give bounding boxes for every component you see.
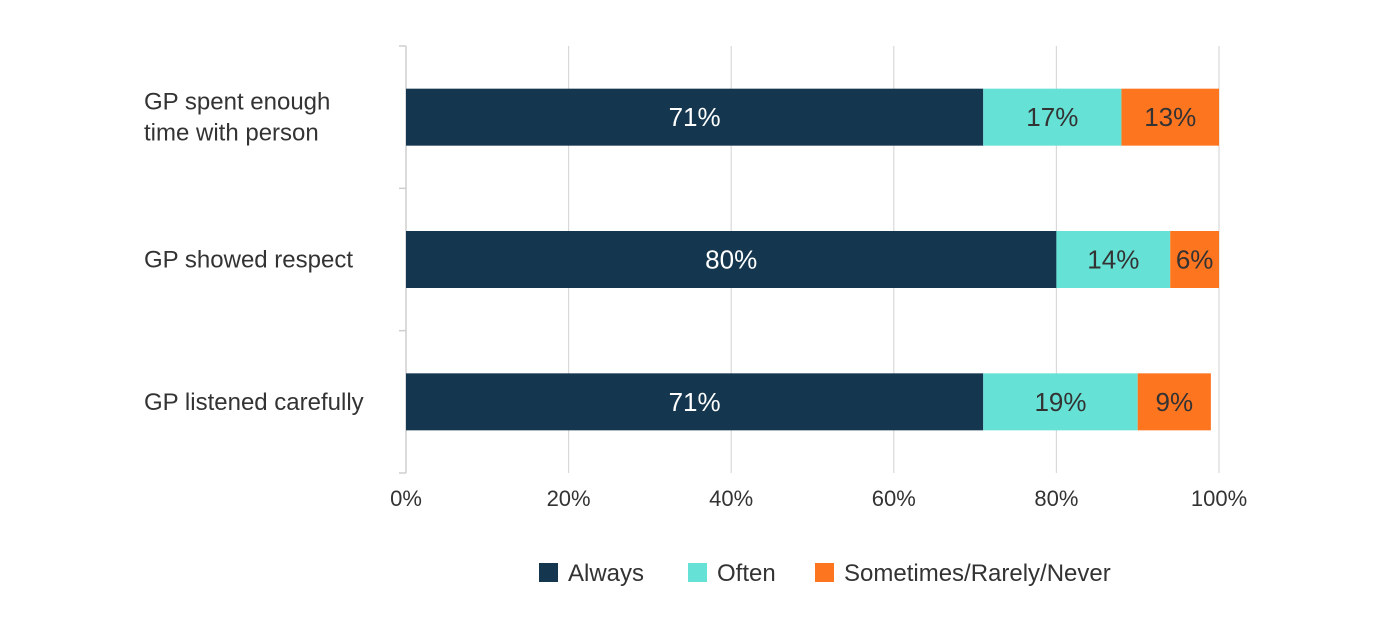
legend: Always Often Sometimes/Rarely/Never bbox=[539, 560, 1111, 587]
x-tick-label: 40% bbox=[709, 486, 753, 511]
x-tick-label: 80% bbox=[1034, 486, 1078, 511]
bar-segment bbox=[1170, 231, 1219, 288]
x-tick-label: 60% bbox=[872, 486, 916, 511]
legend-label: Often bbox=[717, 560, 776, 587]
legend-label: Always bbox=[568, 560, 644, 587]
data-label: 19% bbox=[1034, 387, 1086, 417]
data-label: 17% bbox=[1026, 102, 1078, 132]
legend-swatch bbox=[539, 563, 558, 582]
category-labels: GP spent enough time with person GP showed… bbox=[144, 89, 364, 416]
category-label: GP showed respect bbox=[144, 247, 353, 274]
legend-swatch bbox=[688, 563, 707, 582]
bar-segment bbox=[406, 231, 1057, 288]
data-label: 6% bbox=[1176, 245, 1214, 275]
bar-segment bbox=[1056, 231, 1171, 288]
data-label: 9% bbox=[1155, 387, 1193, 417]
category-label: time with person bbox=[144, 120, 319, 147]
data-label: 13% bbox=[1144, 102, 1196, 132]
data-label: 80% bbox=[705, 245, 757, 275]
bar-segment bbox=[1121, 88, 1219, 146]
category-label: GP listened carefully bbox=[144, 389, 364, 416]
x-tick-label: 100% bbox=[1191, 486, 1247, 511]
legend-swatch bbox=[815, 563, 834, 582]
legend-label: Sometimes/Rarely/Never bbox=[844, 560, 1111, 587]
bars bbox=[406, 88, 1219, 431]
bar-segment bbox=[406, 373, 984, 431]
y-axis bbox=[399, 45, 407, 474]
bar-segment bbox=[983, 88, 1122, 146]
bar-segment bbox=[406, 88, 984, 146]
x-tick-label: 20% bbox=[547, 486, 591, 511]
bar-segment bbox=[983, 373, 1138, 431]
data-label: 71% bbox=[669, 387, 721, 417]
x-tick-label: 0% bbox=[390, 486, 422, 511]
bar-segment bbox=[1137, 373, 1211, 431]
x-tick-labels: 0% 20% 40% 60% 80% 100% bbox=[390, 486, 1247, 511]
data-label: 14% bbox=[1087, 245, 1139, 275]
category-label: GP spent enough bbox=[144, 89, 330, 116]
data-label: 71% bbox=[669, 102, 721, 132]
data-labels: 71% 17% 13% 80% 14% 6% 71% 19% 9% bbox=[669, 102, 1214, 417]
